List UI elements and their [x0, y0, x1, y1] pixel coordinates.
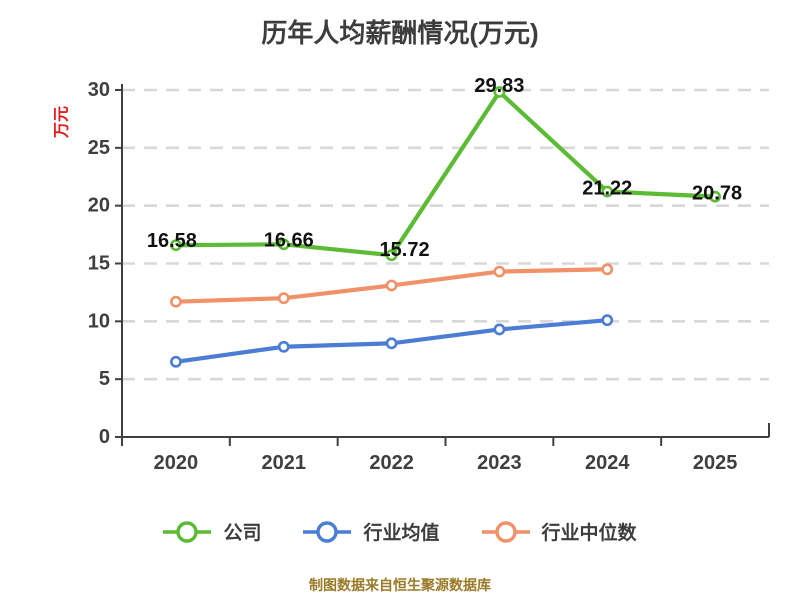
chart-title: 历年人均薪酬情况(万元): [261, 18, 539, 48]
data-point: [277, 292, 290, 305]
y-tick-label: 0: [99, 426, 110, 448]
data-point: [385, 249, 398, 262]
data-label: 21.22: [582, 178, 632, 200]
y-tick-label: 5: [99, 368, 110, 390]
data-label: 16.66: [264, 229, 314, 251]
data-point: [709, 190, 721, 203]
legend-label: 行业均值: [363, 523, 440, 544]
data-point: [170, 295, 182, 308]
y-tick-label: 10: [88, 310, 110, 332]
x-tick-label: 2023: [477, 452, 522, 474]
data-label: 15.72: [380, 239, 430, 261]
data-point: [493, 323, 506, 336]
legend-label: 公司: [223, 523, 262, 544]
data-point: [601, 314, 614, 327]
data-point: [277, 238, 290, 251]
y-tick-label: 15: [88, 253, 110, 275]
data-point: [493, 265, 506, 278]
x-tick-label: 2022: [369, 452, 414, 474]
chart-footer-source: 制图数据来自恒生聚源数据库: [309, 577, 491, 593]
legend-marker-icon: [163, 520, 212, 543]
series-line-公司: [173, 89, 718, 258]
y-tick-label: 20: [88, 195, 110, 217]
x-tick-label: 2021: [262, 452, 307, 474]
y-axis-unit-label: 万元: [54, 106, 71, 139]
data-point: [385, 337, 398, 350]
data-label: 16.58: [147, 230, 197, 252]
data-label: 29.83: [474, 75, 524, 97]
legend-marker-icon: [481, 520, 530, 543]
x-tick-label: 2024: [585, 452, 630, 474]
x-tick-label: 2020: [154, 452, 199, 474]
y-tick-label: 30: [88, 79, 110, 101]
legend-item-行业中位数[interactable]: 行业中位数: [481, 518, 637, 545]
legend-item-公司[interactable]: 公司: [163, 518, 261, 545]
x-tick-label: 2025: [693, 452, 738, 474]
data-point: [170, 355, 182, 368]
data-point: [385, 279, 398, 292]
data-point: [601, 185, 614, 198]
data-point: [277, 340, 290, 353]
legend-item-行业均值[interactable]: 行业均值: [303, 518, 440, 545]
data-label: 20.78: [692, 183, 742, 205]
legend-marker-icon: [303, 520, 352, 543]
y-tick-label: 25: [88, 137, 110, 159]
data-point: [170, 239, 182, 252]
legend-label: 行业中位数: [541, 523, 637, 544]
data-point: [601, 263, 614, 276]
data-point: [493, 86, 506, 98]
legend: 公司 行业均值 行业中位数: [0, 518, 800, 545]
